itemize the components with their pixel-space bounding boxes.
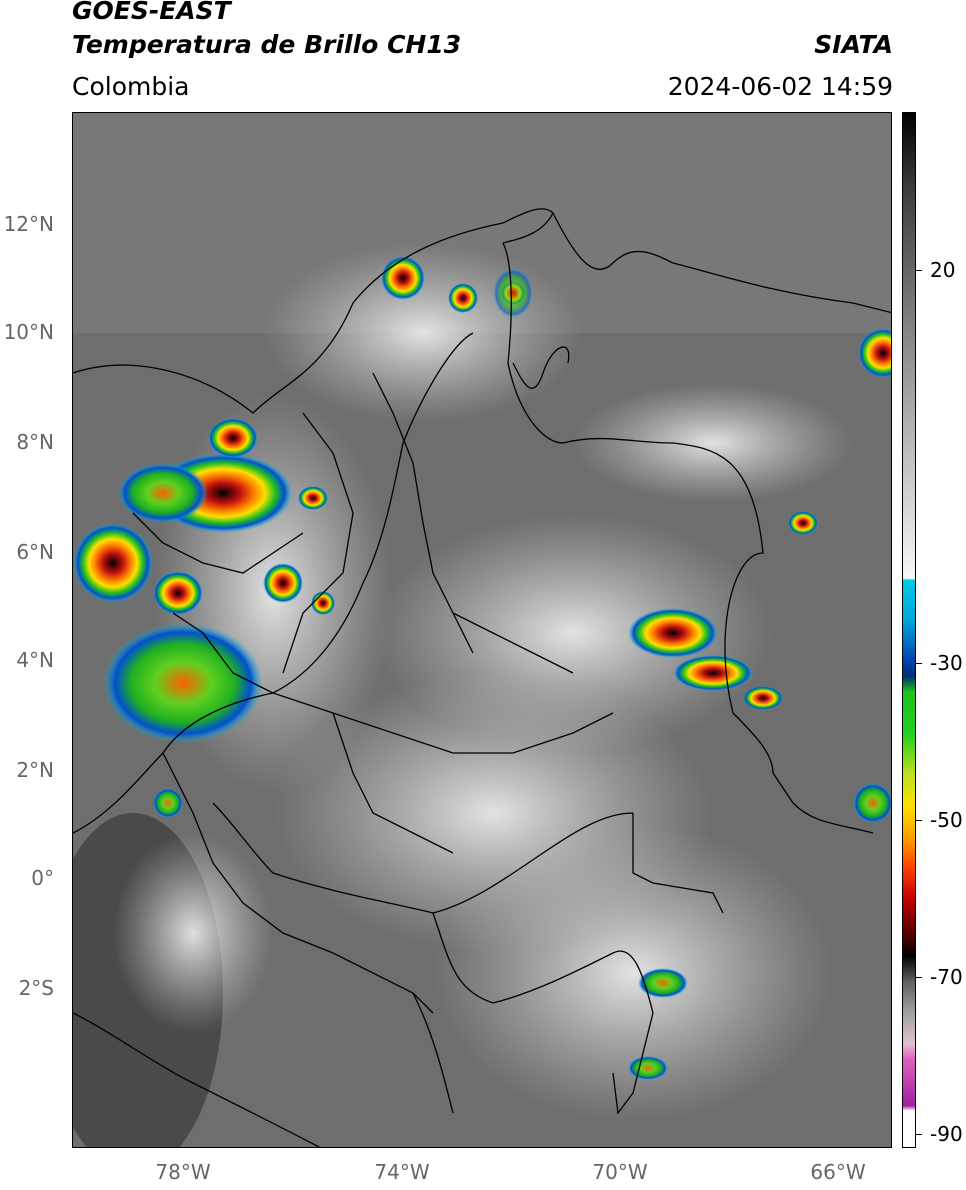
map-canvas — [73, 113, 891, 1147]
colorbar-tick: -30 — [930, 651, 963, 675]
lon-tick: 66°W — [810, 1160, 866, 1184]
lat-tick: 6°N — [16, 540, 54, 564]
product-title: Temperatura de Brillo CH13 — [72, 30, 462, 59]
colorbar-tick: 20 — [930, 258, 956, 282]
lat-tick: 4°N — [16, 648, 54, 672]
satellite-map — [72, 112, 892, 1148]
colorbar — [902, 112, 916, 1148]
satellite-title: GOES-EAST — [72, 0, 231, 25]
lat-tick: 12°N — [3, 212, 54, 236]
colorbar-tick: -50 — [930, 808, 963, 832]
region-label: Colombia — [72, 72, 190, 101]
institution-label: SIATA — [814, 30, 893, 59]
colorbar-tick: -70 — [930, 965, 963, 989]
lat-tick: 0° — [31, 866, 54, 890]
storm-cells — [73, 256, 891, 1080]
lon-tick: 78°W — [155, 1160, 211, 1184]
lon-tick: 74°W — [374, 1160, 430, 1184]
borders — [73, 208, 891, 1147]
lat-tick: 2°N — [16, 758, 54, 782]
colorbar-tick: -90 — [930, 1122, 963, 1146]
lat-tick: 8°N — [16, 430, 54, 454]
lat-tick: 10°N — [3, 320, 54, 344]
lat-tick: 2°S — [18, 976, 54, 1000]
lon-tick: 70°W — [592, 1160, 648, 1184]
datetime-label: 2024-06-02 14:59 — [667, 72, 893, 101]
